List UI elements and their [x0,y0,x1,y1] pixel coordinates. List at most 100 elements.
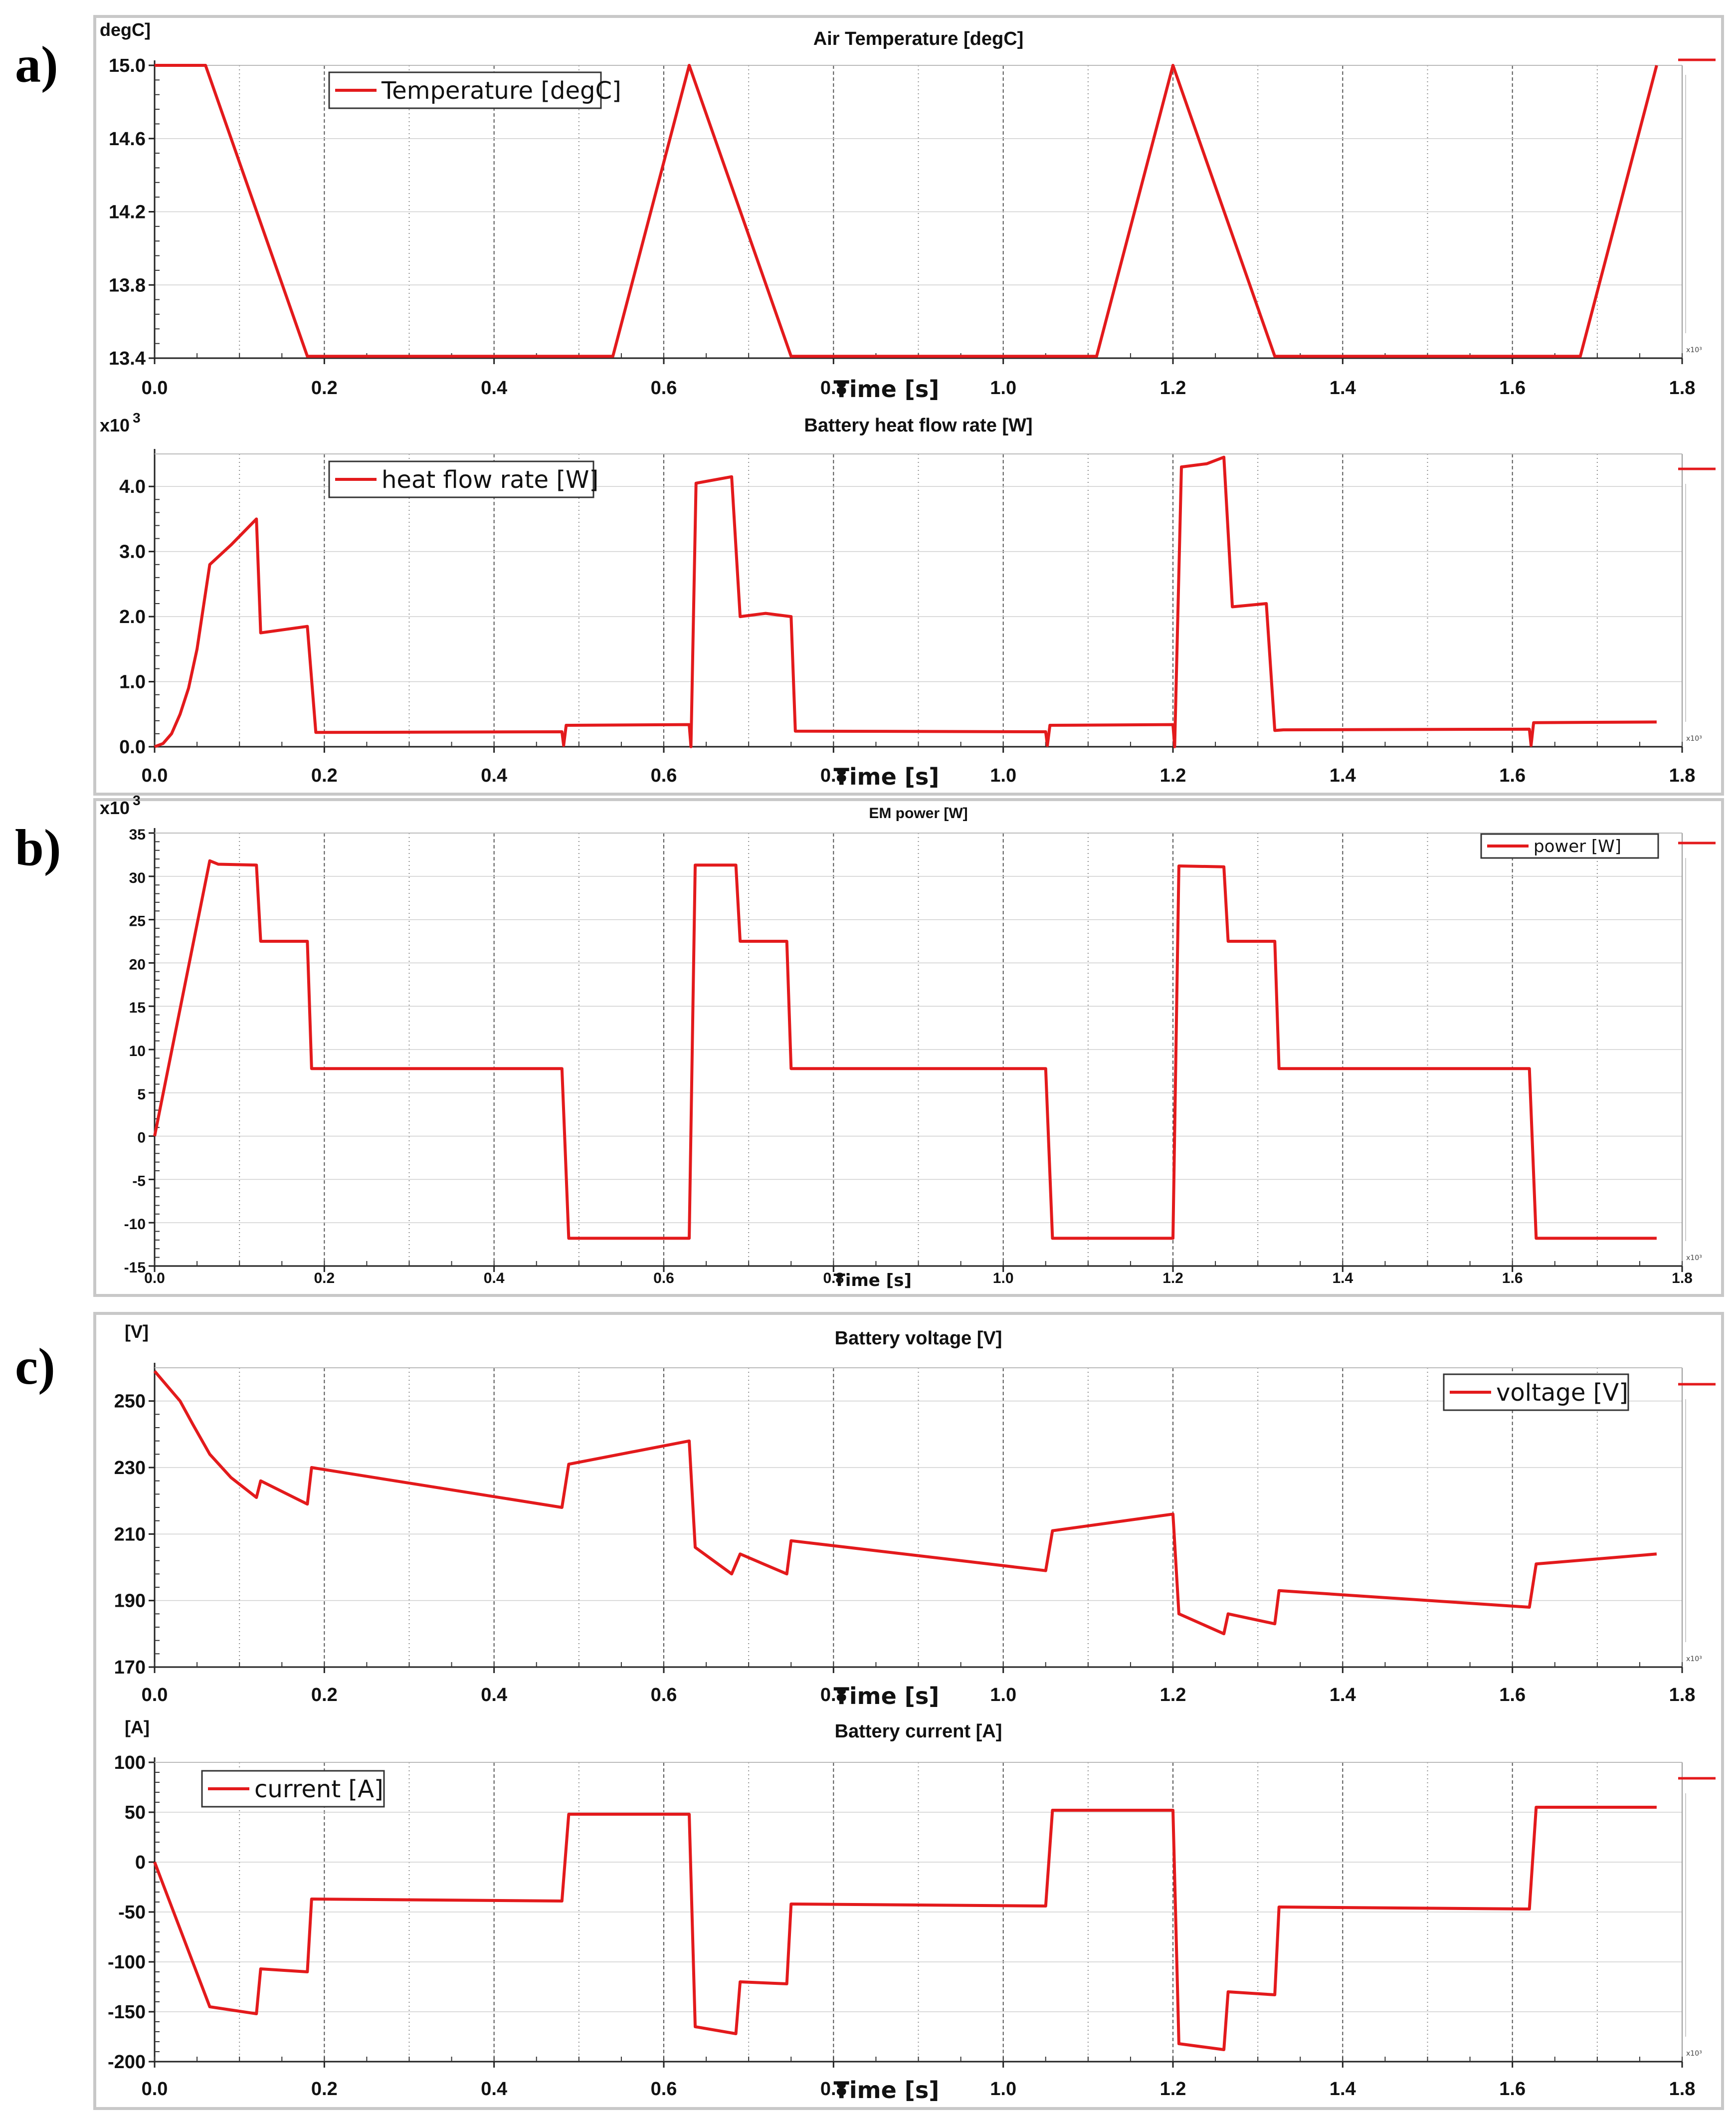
battery-heat-flow-x-tick-label: 1.2 [1160,765,1186,786]
battery-heat-flow-x-tick-label: 1.4 [1330,765,1356,786]
panel-a-frame [93,15,1724,796]
battery-current-series-line [153,1806,1657,2051]
battery-heat-flow-legend-label: heat flow rate [W] [382,466,598,494]
battery-voltage-x-tick-label: 1.2 [1160,1685,1186,1705]
battery-voltage-legend-label: voltage [V] [1496,1379,1628,1407]
battery-current-x-tick-label: 0.8 [820,2079,847,2100]
battery-heat-flow-y-tick-label: 3.0 [119,542,146,563]
battery-heat-flow-x-multiplier: x10³ [1686,735,1702,743]
air-temperature-y-tick-label: 13.8 [109,275,146,296]
battery-heat-flow-x-tick-label: 1.6 [1499,765,1526,786]
battery-heat-flow-x-tick-label: 1.8 [1669,765,1696,786]
air-temperature-y-tick-label: 13.4 [109,348,146,369]
air-temperature-x-tick-label: 1.6 [1499,378,1526,399]
battery-current-x-tick-label: 0.0 [142,2079,168,2100]
panel-label-c: c) [15,1338,55,1395]
battery-current-x-tick-label: 1.4 [1330,2079,1356,2100]
battery-heat-flow-x-tick-label: 0.2 [311,765,338,786]
battery-current-x-multiplier: x10³ [1686,2050,1702,2058]
battery-voltage-y-tick-label: 250 [114,1391,146,1412]
battery-voltage-y-tick-label: 190 [114,1591,146,1612]
air-temperature-x-tick-label: 1.4 [1330,378,1356,399]
battery-heat-flow-legend-box [328,460,594,498]
air-temperature-legend-label: Temperature [degC] [381,77,621,105]
em-power-x-tick-label: 0.4 [484,1270,505,1286]
em-power-x-axis-label: Time [s] [834,1271,912,1290]
battery-heat-flow-x-tick-label: 0.6 [651,765,677,786]
battery-voltage-x-tick-label: 0.8 [820,1685,847,1705]
battery-heat-flow-y-tick-label: 1.0 [119,672,146,693]
em-power-legend-label: power [W] [1534,837,1621,856]
em-power-y-tick-label: 25 [129,913,146,930]
battery-heat-flow-x-tick-label: 0.8 [820,765,847,786]
battery-current-x-tick-label: 1.2 [1160,2079,1186,2100]
em-power-y-tick-label: -10 [124,1216,146,1233]
battery-current-y-tick-label: 0 [135,1852,146,1873]
battery-heat-flow-title: Battery heat flow rate [W] [804,415,1032,436]
battery-current-y-tick-label: 50 [125,1802,146,1823]
air-temperature-x-tick-label: 1.2 [1160,378,1186,399]
battery-current-x-axis-label: Time [s] [834,2077,940,2104]
battery-heat-flow-y-tick-label: 4.0 [119,476,146,497]
air-temperature-x-tick-label: 1.0 [990,378,1016,399]
em-power-x-tick-label: 0.2 [314,1270,335,1286]
battery-heat-flow-series-line [154,455,1657,748]
battery-current-legend-label: current [A] [254,1775,384,1803]
battery-current-x-tick-label: 0.2 [311,2079,338,2100]
em-power-x-tick-label: 1.0 [993,1270,1014,1286]
panel-c-frame [93,1312,1724,2110]
battery-heat-flow-x-axis-label: Time [s] [834,763,940,790]
em-power-x-multiplier: x10³ [1686,1254,1702,1262]
em-power-y-tick-label: 15 [129,1000,146,1016]
battery-current-x-tick-label: 1.8 [1669,2079,1696,2100]
em-power-x-tick-label: 0.6 [653,1270,674,1286]
battery-voltage-x-tick-label: 0.6 [651,1685,677,1705]
em-power-x-tick-label: 0.0 [144,1270,165,1286]
battery-voltage-x-tick-label: 1.4 [1330,1685,1356,1705]
air-temperature-x-tick-label: 1.8 [1669,378,1696,399]
battery-current-y-tick-label: 100 [114,1752,146,1773]
battery-voltage-x-tick-label: 1.6 [1499,1685,1526,1705]
battery-voltage-y-tick-label: 170 [114,1657,146,1678]
battery-voltage-y-tick-label: 230 [114,1458,146,1479]
air-temperature-y-tick-label: 14.6 [109,129,146,150]
battery-current-x-tick-label: 0.4 [481,2079,507,2100]
em-power-y-tick-label: 20 [129,956,146,973]
battery-voltage-title: Battery voltage [V] [835,1328,1002,1349]
air-temperature-series-line [155,64,1658,358]
battery-current-y-unit-label: [A] [125,1717,150,1737]
battery-voltage-series-line [153,1370,1657,1636]
em-power-series-line [153,859,1657,1240]
air-temperature-y-unit-label: degC] [100,19,151,40]
air-temperature-x-multiplier: x10³ [1686,346,1702,354]
battery-heat-flow-y-unit-label: x10 3 [100,410,141,435]
battery-voltage-x-tick-label: 1.0 [990,1685,1016,1705]
em-power-x-tick-label: 0.8 [823,1270,844,1286]
em-power-x-tick-label: 1.4 [1332,1270,1353,1286]
em-power-x-tick-label: 1.8 [1672,1270,1693,1286]
air-temperature-x-axis-label: Time [s] [834,376,940,403]
em-power-y-unit-label: x10 3 [100,793,141,818]
em-power-y-tick-label: 35 [129,827,146,843]
em-power-y-tick-label: 5 [137,1086,146,1103]
battery-voltage-x-tick-label: 0.4 [481,1685,507,1705]
battery-heat-flow-y-tick-label: 0.0 [119,737,146,758]
battery-current-y-tick-label: -50 [118,1902,146,1923]
battery-heat-flow-x-tick-label: 0.0 [142,765,168,786]
em-power-title: EM power [W] [869,805,967,822]
air-temperature-x-tick-label: 0.2 [311,378,338,399]
battery-voltage-x-axis-label: Time [s] [834,1683,940,1709]
battery-current-title: Battery current [A] [835,1721,1002,1742]
em-power-y-tick-label: 10 [129,1043,146,1060]
em-power-y-tick-label: -15 [124,1260,146,1276]
battery-heat-flow-x-tick-label: 0.4 [481,765,507,786]
battery-current-y-tick-label: -150 [108,2002,146,2023]
panel-label-b: b) [15,819,61,876]
battery-current-y-tick-label: -100 [108,1952,146,1973]
air-temperature-x-tick-label: 0.8 [820,378,847,399]
em-power-y-tick-label: 0 [137,1130,146,1146]
air-temperature-y-tick-label: 14.2 [109,202,146,223]
em-power-x-tick-label: 1.6 [1502,1270,1523,1286]
battery-current-x-tick-label: 1.6 [1499,2079,1526,2100]
